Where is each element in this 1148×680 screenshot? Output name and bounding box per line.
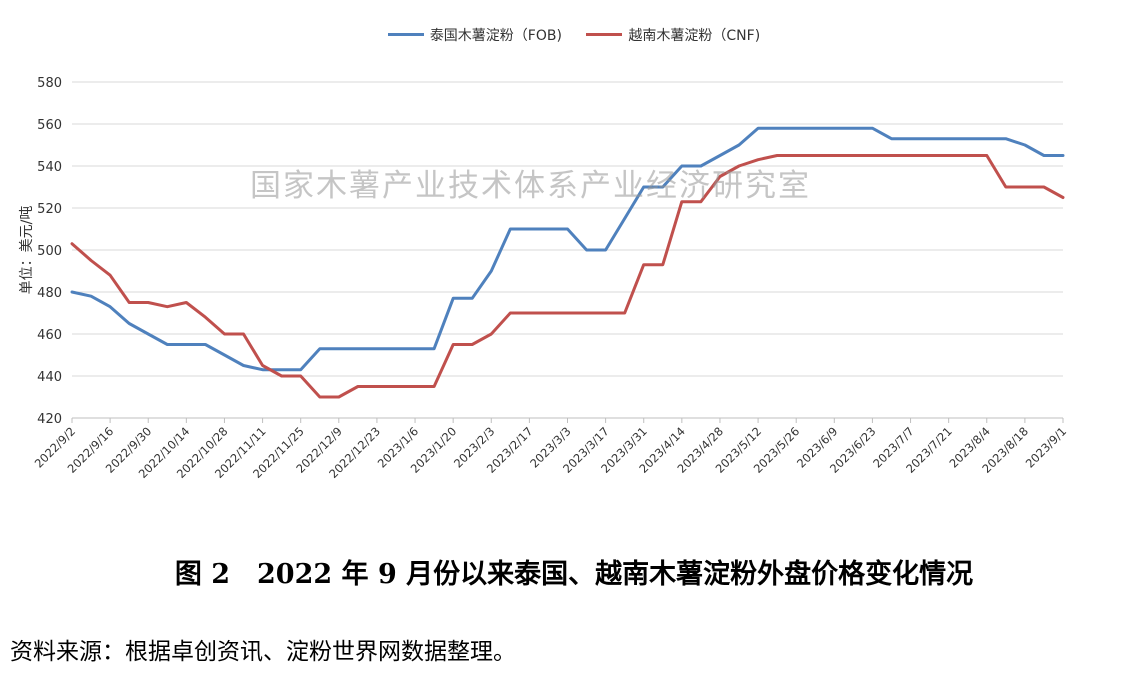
y-tick-label: 440 xyxy=(37,370,62,385)
watermark: 国家木薯产业技术体系产业经济研究室 xyxy=(250,168,811,204)
gridlines xyxy=(72,81,1063,419)
y-tick-label: 540 xyxy=(37,160,62,175)
y-tick-label: 580 xyxy=(37,76,62,91)
series-line-vietnam xyxy=(70,154,1065,399)
y-tick-label: 520 xyxy=(37,202,62,217)
y-axis-label: 单位：美元/吨 xyxy=(19,206,35,295)
legend-label-thailand: 泰国木薯淀粉（FOB) xyxy=(429,27,562,44)
y-tick-label: 500 xyxy=(37,244,62,259)
legend-label-vietnam: 越南木薯淀粉（CNF) xyxy=(628,27,761,44)
series-lines xyxy=(70,126,1065,399)
legend-item-thailand: 泰国木薯淀粉（FOB) xyxy=(387,25,562,45)
legend-item-vietnam: 越南木薯淀粉（CNF) xyxy=(586,25,760,45)
x-tick-label: 2023/9/1 xyxy=(1023,424,1069,470)
y-tick-label: 460 xyxy=(37,328,62,343)
legend-swatch-blue xyxy=(387,33,424,36)
legend: 泰国木薯淀粉（FOB) 越南木薯淀粉（CNF) xyxy=(0,24,1148,45)
y-axis-ticks: 420 440 460 480 500 520 540 560 580 xyxy=(37,76,62,427)
y-tick-label: 420 xyxy=(37,412,62,427)
source-note: 资料来源：根据卓创资讯、淀粉世界网数据整理。 xyxy=(10,639,516,665)
figure-caption: 图 2 2022 年 9 月份以来泰国、越南木薯淀粉外盘价格变化情况 xyxy=(174,559,974,590)
y-tick-label: 480 xyxy=(37,286,62,301)
series-line-thailand xyxy=(70,126,1065,372)
line-chart: 420 440 460 480 500 520 540 560 580 2022/9/22022… xyxy=(19,76,1069,481)
y-tick-label: 560 xyxy=(37,118,62,133)
legend-swatch-red xyxy=(586,33,623,36)
x-axis-ticks: 2022/9/22022/9/162022/9/302022/10/142022… xyxy=(32,418,1069,481)
